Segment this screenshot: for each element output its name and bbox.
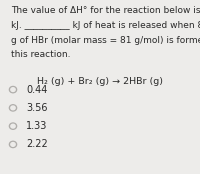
Circle shape bbox=[9, 141, 17, 148]
Circle shape bbox=[9, 123, 17, 129]
Circle shape bbox=[9, 86, 17, 93]
Text: g of HBr (molar mass = 81 g/mol) is formed in: g of HBr (molar mass = 81 g/mol) is form… bbox=[11, 36, 200, 45]
Circle shape bbox=[11, 143, 15, 146]
Text: 3.56: 3.56 bbox=[26, 103, 48, 113]
Circle shape bbox=[9, 105, 17, 111]
Text: 0.44: 0.44 bbox=[26, 85, 47, 95]
Text: kJ. __________ kJ of heat is released when 8: kJ. __________ kJ of heat is released wh… bbox=[11, 21, 200, 30]
Circle shape bbox=[11, 88, 15, 92]
Text: 1.33: 1.33 bbox=[26, 121, 47, 131]
Circle shape bbox=[11, 124, 15, 128]
Text: this reaction.: this reaction. bbox=[11, 50, 70, 60]
Text: H₂ (g) + Br₂ (g) → 2HBr (g): H₂ (g) + Br₂ (g) → 2HBr (g) bbox=[37, 77, 163, 86]
Circle shape bbox=[11, 106, 15, 110]
Text: 2.22: 2.22 bbox=[26, 139, 48, 149]
Text: The value of ΔH° for the reaction below is -72: The value of ΔH° for the reaction below … bbox=[11, 6, 200, 15]
